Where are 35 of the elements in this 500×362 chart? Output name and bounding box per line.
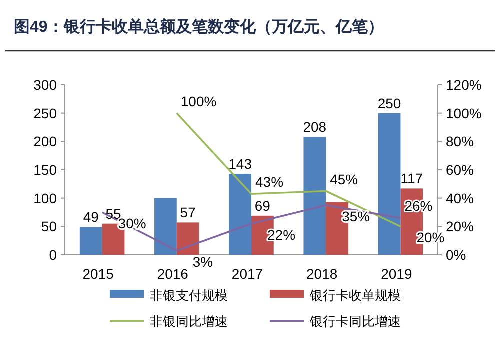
xtick: 2015 [82, 266, 114, 282]
xtick: 2018 [306, 266, 338, 282]
data-label: 143 [228, 156, 252, 172]
data-label: 208 [303, 119, 327, 136]
data-label: 250 [378, 95, 402, 112]
xtick: 2019 [381, 266, 412, 282]
ytick: 0 [49, 247, 57, 263]
y2tick: 100% [446, 105, 482, 122]
ytick: 300 [34, 77, 57, 93]
y2tick: 20% [446, 218, 474, 235]
legend-label: 银行卡同比增速 [310, 314, 401, 329]
y2tick: 40% [446, 190, 474, 206]
data-label: 117 [400, 170, 424, 187]
ytick: 250 [34, 105, 57, 122]
ytick: 150 [34, 162, 57, 178]
data-label: 43% [256, 174, 284, 190]
data-label: 3% [192, 254, 214, 270]
data-label: 57 [180, 204, 196, 221]
ytick: 100 [34, 190, 57, 206]
ytick: 200 [34, 134, 57, 150]
y2tick: 120% [446, 77, 482, 93]
y2tick: 60% [446, 162, 474, 178]
data-label: 45% [330, 171, 358, 188]
y2tick: 80% [446, 134, 474, 150]
data-label: 49 [83, 209, 99, 226]
data-label: 69 [254, 198, 270, 214]
legend-label: 银行卡收单规模 [310, 288, 401, 303]
y2tick: 0% [446, 247, 466, 263]
data-label: 100% [180, 93, 217, 110]
legend-label: 非银支付规模 [150, 288, 228, 303]
ytick: 50 [41, 218, 57, 235]
legend-label: 非银同比增速 [150, 314, 228, 329]
title: 图49：银行卡收单总额及笔数变化（万亿元、亿笔） [14, 19, 384, 36]
xtick: 2017 [232, 266, 264, 282]
xtick: 2016 [157, 266, 188, 282]
